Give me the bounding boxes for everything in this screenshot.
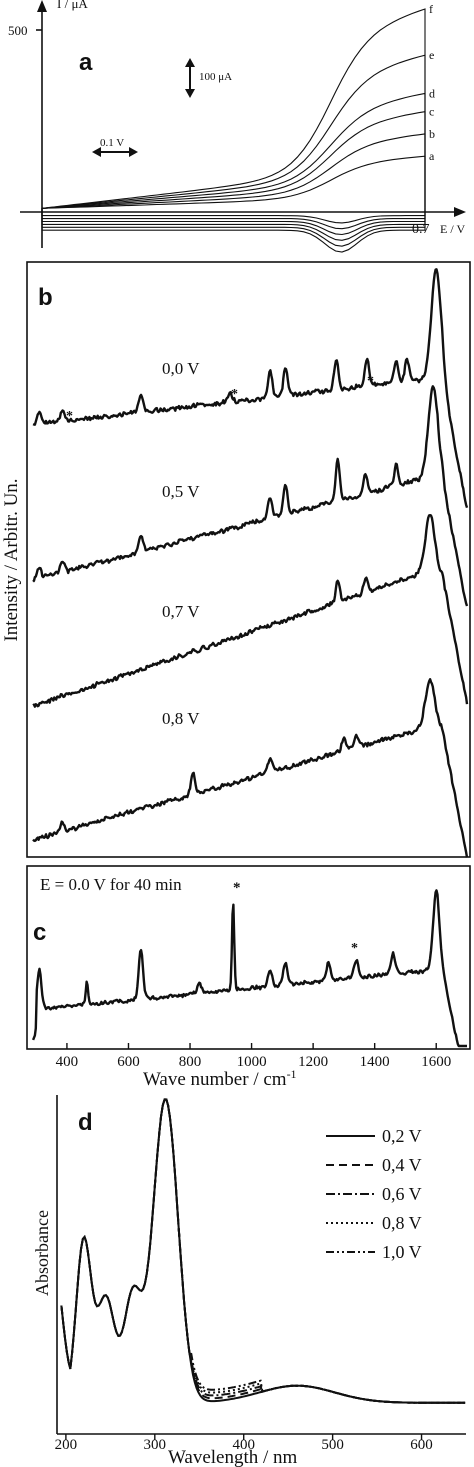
x-tick-label: 600 (410, 1437, 433, 1453)
panel-b-ylabel: Intensity / Arbitr. Un. (1, 478, 22, 641)
cv-curve-label: a (429, 149, 435, 163)
panel-c-letter: c (33, 919, 46, 946)
cv-curve-label: c (429, 105, 434, 119)
panel-d-legend: 0,2 V 0,4 V 0,6 V 0,8 V 1,0 V (326, 1126, 422, 1262)
panel-b: b Intensity / Arbitr. Un. 0,0 V 0,5 V 0,… (1, 262, 470, 858)
raman-trace-0 (33, 269, 467, 507)
asterisk-marker: * (231, 387, 238, 402)
cv-curves (42, 9, 425, 252)
panel-c-annotation: E = 0.0 V for 40 min (40, 875, 182, 894)
legend-label: 0,2 V (382, 1126, 422, 1146)
panel-a-ylabel: I / μA (57, 0, 88, 11)
asterisk-marker: * (233, 880, 241, 896)
spectrum-label-2: 0,7 V (162, 602, 200, 621)
legend-label: 0,4 V (382, 1155, 422, 1175)
panel-a: 500 I / μA 0.7 E / V a 100 μA 0.1 V abcd… (8, 0, 466, 252)
cv-curve-label: e (429, 48, 434, 62)
raman-spectra (33, 269, 467, 857)
panel-b-frame (27, 262, 470, 857)
panel-a-x-arrow (454, 207, 466, 217)
raman-trace-2 (33, 515, 467, 706)
asterisk-marker: * (351, 941, 358, 956)
panel-a-ytick-label: 500 (8, 23, 28, 38)
raman-spectrum-c (33, 890, 467, 1046)
potential-scale-label: 0.1 V (100, 137, 124, 149)
panel-d-ylabel: Absorbance (32, 1210, 52, 1296)
x-tick-label: 1600 (421, 1054, 451, 1070)
panel-c-x-ticks: 400 600 800 1000 1200 1400 1600 (56, 1043, 452, 1070)
legend-label: 0,6 V (382, 1184, 422, 1204)
panel-b-letter: b (38, 284, 53, 311)
panel-a-letter: a (79, 49, 93, 76)
spectrum-label-0: 0,0 V (162, 359, 200, 378)
cv-curve-label: d (429, 86, 435, 100)
cv-curve-label: f (429, 2, 433, 16)
legend-label: 1,0 V (382, 1242, 422, 1262)
x-tick-label: 1000 (237, 1054, 267, 1070)
current-scale-bar: 100 μA (185, 58, 232, 98)
x-tick-label: 600 (117, 1054, 140, 1070)
panel-c: c E = 0.0 V for 40 min * * 400 600 800 1000… (27, 866, 470, 1090)
cv-curve-a (42, 156, 425, 223)
legend-label: 0,8 V (382, 1213, 422, 1233)
x-tick-label: 200 (55, 1437, 78, 1453)
x-tick-label: 1200 (298, 1054, 328, 1070)
raman-trace-3 (33, 679, 467, 857)
x-tick-label: 1400 (360, 1054, 390, 1070)
potential-scale-bar: 0.1 V (92, 137, 138, 157)
panel-a-y-arrow (37, 0, 47, 12)
x-tick-label: 800 (179, 1054, 202, 1070)
asterisk-marker: * (66, 409, 73, 424)
raman-trace-c (33, 890, 467, 1046)
panel-d: d Absorbance 200 300 400 500 600 Wavelength … (32, 1095, 466, 1467)
spectrum-label-1: 0,5 V (162, 482, 200, 501)
spectrum-label-3: 0,8 V (162, 709, 200, 728)
current-scale-label: 100 μA (199, 71, 232, 83)
cv-curve-label: b (429, 127, 435, 141)
panel-d-letter: d (78, 1109, 93, 1136)
panel-d-xlabel: Wavelength / nm (168, 1447, 298, 1467)
panel-c-xlabel: Wave number / cm-1 (143, 1067, 297, 1090)
x-tick-label: 300 (144, 1437, 167, 1453)
asterisk-marker: * (367, 374, 374, 389)
panel-a-xlabel: E / V (440, 222, 465, 236)
x-tick-label: 400 (56, 1054, 79, 1070)
x-tick-label: 500 (321, 1437, 344, 1453)
